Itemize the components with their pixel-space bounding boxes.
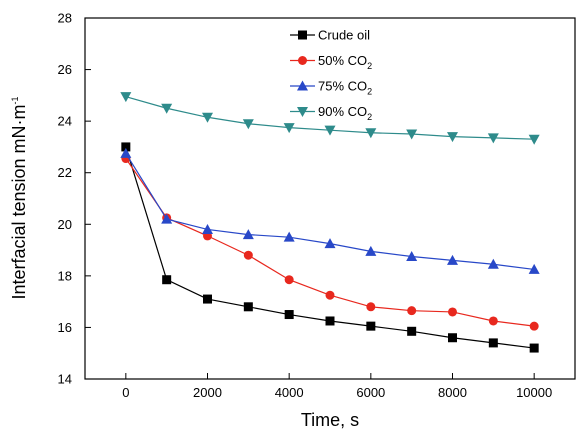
series-1-point (162, 275, 172, 285)
x-tick-label: 2000 (193, 385, 222, 400)
series-4-point (324, 125, 336, 136)
y-tick-label: 28 (58, 11, 72, 26)
x-tick-label: 8000 (438, 385, 467, 400)
series-4-point (161, 103, 173, 114)
series-2-point (325, 290, 335, 300)
legend-label-main: 90% CO (318, 104, 367, 119)
series-2-point (243, 250, 253, 260)
legend-label: Crude oil (318, 28, 370, 43)
series-4-point (202, 112, 213, 123)
legend-label-main: 50% CO (318, 53, 367, 68)
legend-marker (297, 80, 308, 91)
y-tick-label: 14 (58, 372, 72, 387)
y-tick-label: 16 (58, 320, 72, 335)
series-1-point (284, 310, 294, 320)
series-2-point (407, 306, 417, 316)
y-tick-label: 26 (58, 62, 72, 77)
series-layer (120, 92, 540, 353)
series-3 (120, 147, 540, 274)
series-4-point (283, 123, 295, 134)
legend-item: 50% CO2 (290, 53, 372, 71)
series-2-point (529, 321, 539, 331)
x-tick-label: 6000 (356, 385, 385, 400)
series-3-point (242, 229, 254, 240)
series-4-point (406, 129, 418, 140)
series-4-point (447, 132, 458, 143)
series-1 (121, 142, 539, 353)
series-1-point (325, 316, 335, 326)
series-4-point (242, 119, 254, 130)
series-3-point (447, 254, 458, 265)
x-tick-label: 0 (122, 385, 129, 400)
legend-label: 90% CO2 (318, 104, 372, 122)
series-4 (120, 92, 540, 145)
series-1-point (448, 333, 457, 343)
series-3-point (324, 238, 336, 249)
series-1-point (366, 321, 376, 331)
series-4-point (487, 133, 499, 144)
legend-label-main: Crude oil (318, 28, 370, 43)
x-tick-label: 10000 (516, 385, 552, 400)
legend-label-subscript: 2 (367, 112, 372, 122)
series-1-point (121, 142, 131, 152)
legend-marker (297, 107, 308, 117)
y-tick-label: 24 (58, 114, 72, 129)
series-3-point (487, 258, 499, 269)
y-axis-title-main: Interfacial tension mN·m (9, 104, 29, 299)
series-1-point (243, 302, 253, 312)
legend-label-main: 75% CO (318, 79, 367, 94)
series-3-point (406, 251, 418, 262)
series-3-point (120, 147, 132, 158)
series-1-point (203, 294, 212, 304)
series-3-point (202, 223, 213, 234)
series-1-point (488, 338, 498, 348)
series-4-point (365, 128, 377, 139)
series-3-point (365, 245, 377, 256)
series-3-line (125, 153, 535, 271)
series-1-point (407, 326, 417, 336)
legend-item: 90% CO2 (290, 104, 372, 122)
legend-label-subscript: 2 (367, 61, 372, 71)
series-4-point (528, 134, 540, 145)
legend-label-subscript: 2 (367, 87, 372, 97)
series-3-point (528, 263, 540, 274)
y-axis-title: Interfacial tension mN·m-1 (9, 96, 29, 299)
legend-label: 50% CO2 (318, 53, 372, 71)
y-axis-title-superscript: -1 (10, 96, 20, 104)
legend-item: 75% CO2 (290, 79, 372, 97)
x-tick-label: 4000 (275, 385, 304, 400)
series-4-point (120, 92, 132, 103)
series-2-point (448, 307, 457, 317)
series-3-point (283, 231, 295, 242)
legend-marker (298, 30, 307, 40)
series-1-point (529, 343, 539, 353)
legend-item: Crude oil (290, 28, 370, 43)
series-2-point (488, 316, 498, 326)
legend-label: 75% CO2 (318, 79, 372, 97)
y-tick-label: 22 (58, 165, 72, 180)
series-3-point (161, 213, 173, 224)
legend-marker (298, 56, 307, 65)
plot-area-frame (84, 17, 576, 380)
series-2-point (366, 302, 376, 312)
x-axis-title: Time, s (301, 410, 359, 430)
y-tick-label: 18 (58, 268, 72, 283)
series-2-point (284, 275, 294, 285)
y-tick-label: 20 (58, 217, 72, 232)
